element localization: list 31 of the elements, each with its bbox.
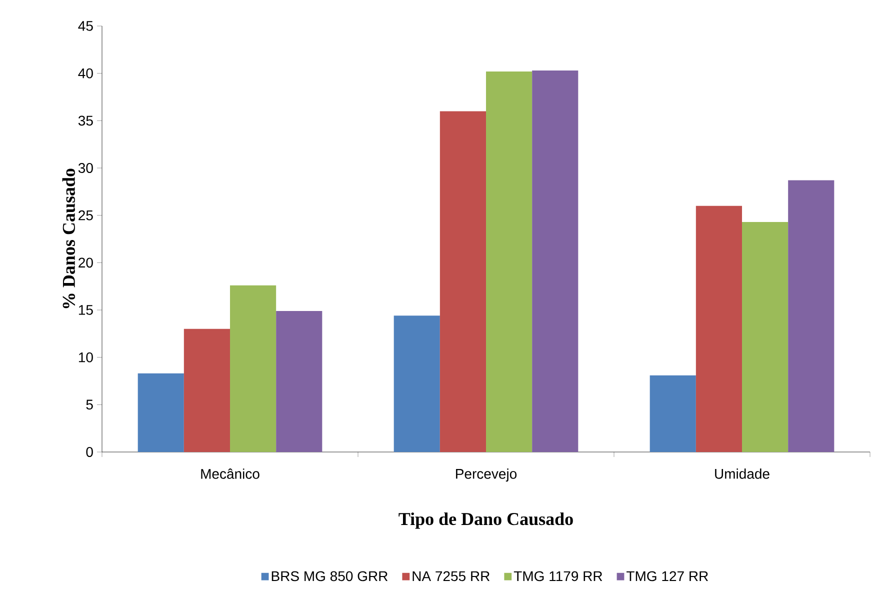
- y-tick-label: 0: [86, 447, 93, 457]
- bar: [696, 206, 742, 452]
- bar: [184, 328, 230, 452]
- x-axis-title: Tipo de Dano Causado: [398, 512, 573, 529]
- legend-label: TMG 127 RR: [626, 571, 708, 582]
- x-tick-label: Mecânico: [201, 468, 260, 479]
- bar: [276, 310, 322, 452]
- bar: [742, 222, 788, 452]
- y-tick-label: 5: [86, 400, 93, 410]
- y-tick-label: 25: [78, 210, 93, 220]
- bar: [138, 373, 184, 452]
- bar: [532, 70, 578, 452]
- bar: [394, 316, 440, 452]
- y-tick-label: 35: [78, 116, 93, 126]
- x-tick-label: Percevejo: [456, 468, 517, 482]
- bar: [788, 180, 834, 452]
- legend-label: BRS MG 850 GRR: [272, 571, 388, 582]
- bar: [486, 71, 532, 452]
- legend-label: TMG 1179 RR: [514, 571, 602, 582]
- y-tick-label: 15: [78, 305, 93, 315]
- y-tick-label: 30: [78, 163, 93, 173]
- y-axis-title: % Danos Causado: [62, 168, 76, 308]
- y-tick-label: 20: [78, 258, 93, 268]
- x-tick-label: Umidade: [715, 468, 770, 479]
- legend-label: NA 7255 RR: [412, 571, 490, 582]
- y-tick-label: 40: [78, 68, 93, 78]
- bar: [440, 111, 486, 452]
- y-tick-label: 10: [78, 352, 93, 362]
- bar: [650, 375, 696, 452]
- bar: [230, 285, 276, 452]
- y-tick-label: 45: [78, 21, 93, 31]
